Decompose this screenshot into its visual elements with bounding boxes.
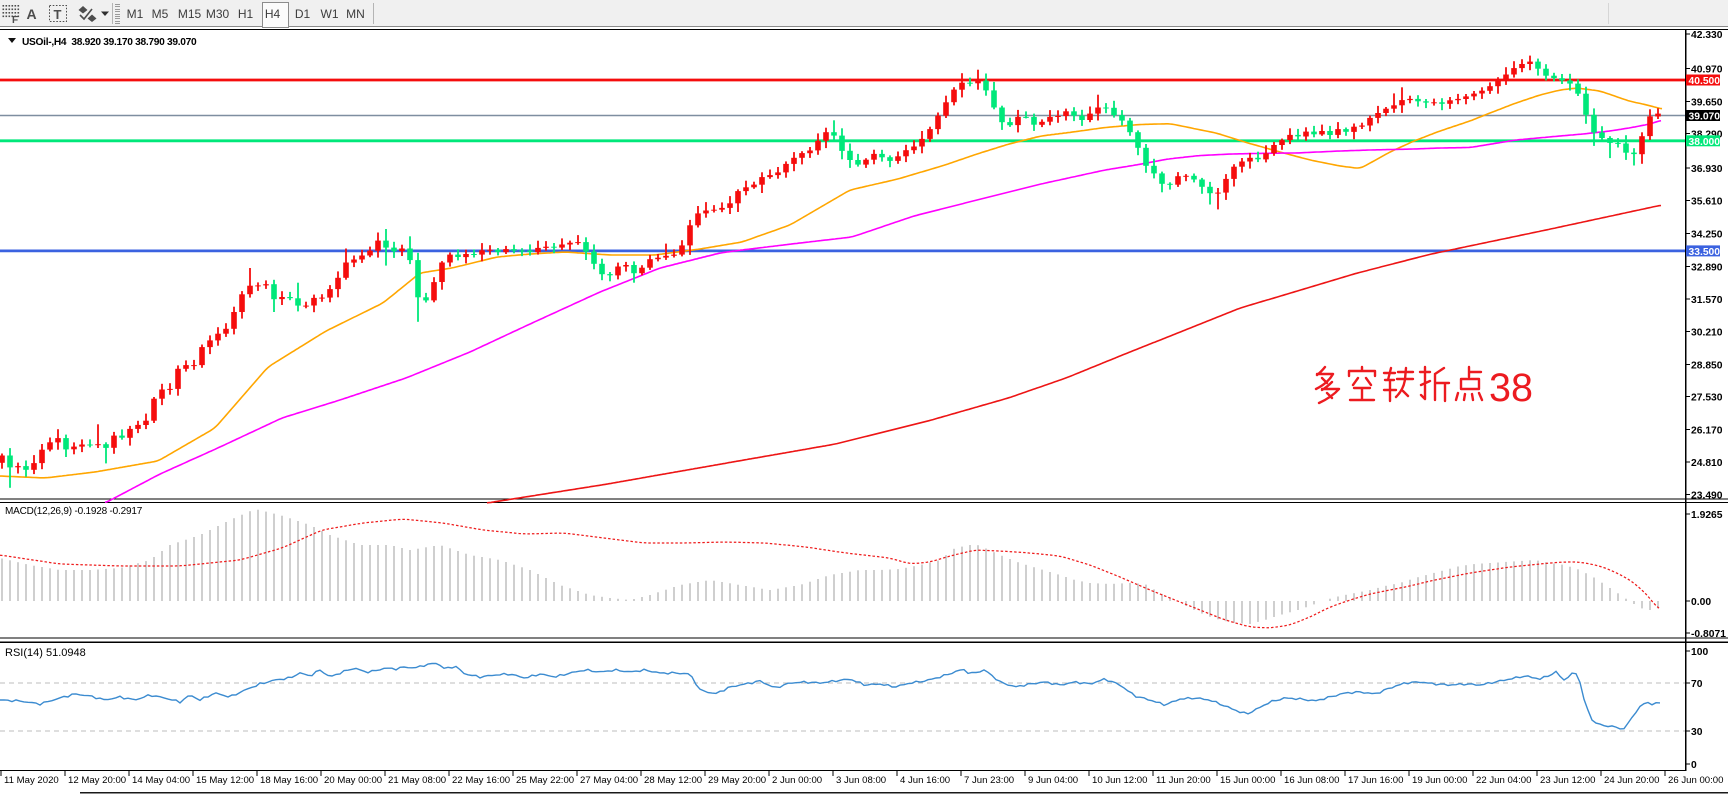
svg-text:70: 70	[1691, 679, 1703, 690]
svg-text:17 Jun 16:00: 17 Jun 16:00	[1348, 775, 1403, 786]
svg-text:33.500: 33.500	[1689, 247, 1721, 258]
svg-text:23.490: 23.490	[1691, 491, 1723, 502]
svg-text:21 May 08:00: 21 May 08:00	[388, 775, 446, 786]
svg-text:22 Jun 04:00: 22 Jun 04:00	[1476, 775, 1531, 786]
svg-text:RSI(14) 51.0948: RSI(14) 51.0948	[5, 647, 86, 659]
svg-text:40.500: 40.500	[1689, 76, 1721, 87]
svg-text:26 Jun 00:00: 26 Jun 00:00	[1668, 775, 1723, 786]
svg-text:1.9265: 1.9265	[1691, 510, 1723, 521]
svg-text:39.650: 39.650	[1691, 98, 1723, 109]
svg-text:T: T	[54, 7, 62, 22]
svg-text:16 Jun 08:00: 16 Jun 08:00	[1284, 775, 1339, 786]
svg-text:F: F	[12, 15, 18, 26]
svg-text:35.610: 35.610	[1691, 197, 1723, 208]
svg-text:USOil-,H4 38.920 39.170 38.79: USOil-,H4 38.920 39.170 38.790 39.070	[22, 37, 197, 48]
svg-text:0: 0	[1691, 760, 1697, 771]
svg-text:39.070: 39.070	[1689, 112, 1721, 123]
svg-text:3 Jun 08:00: 3 Jun 08:00	[836, 775, 886, 786]
svg-text:MACD(12,26,9) -0.1928 -0.2917: MACD(12,26,9) -0.1928 -0.2917	[5, 506, 143, 517]
svg-text:38: 38	[1489, 366, 1533, 410]
svg-text:12 May 20:00: 12 May 20:00	[68, 775, 126, 786]
svg-text:10 Jun 12:00: 10 Jun 12:00	[1092, 775, 1147, 786]
svg-text:25 May 22:00: 25 May 22:00	[516, 775, 574, 786]
svg-text:14 May 04:00: 14 May 04:00	[132, 775, 190, 786]
svg-text:40.970: 40.970	[1691, 65, 1723, 76]
svg-text:19 Jun 00:00: 19 Jun 00:00	[1412, 775, 1467, 786]
svg-text:24.810: 24.810	[1691, 458, 1723, 469]
svg-text:32.890: 32.890	[1691, 263, 1723, 274]
svg-text:38.290: 38.290	[1691, 130, 1723, 141]
svg-text:28.850: 28.850	[1691, 361, 1723, 372]
svg-text:30.210: 30.210	[1691, 328, 1723, 339]
svg-text:11 May 2020: 11 May 2020	[4, 775, 59, 786]
svg-text:28 May 12:00: 28 May 12:00	[644, 775, 702, 786]
svg-text:30: 30	[1691, 727, 1703, 738]
svg-text:4 Jun 16:00: 4 Jun 16:00	[900, 775, 950, 786]
svg-text:31.570: 31.570	[1691, 295, 1723, 306]
svg-text:42.330: 42.330	[1691, 30, 1723, 41]
svg-text:24 Jun 20:00: 24 Jun 20:00	[1604, 775, 1659, 786]
svg-text:20 May 00:00: 20 May 00:00	[324, 775, 382, 786]
svg-text:23 Jun 12:00: 23 Jun 12:00	[1540, 775, 1595, 786]
svg-text:0.00: 0.00	[1691, 597, 1711, 608]
svg-text:11 Jun 20:00: 11 Jun 20:00	[1156, 775, 1211, 786]
svg-text:38.000: 38.000	[1689, 137, 1721, 148]
svg-text:100: 100	[1691, 647, 1708, 658]
svg-text:A: A	[27, 6, 37, 22]
svg-text:29 May 20:00: 29 May 20:00	[708, 775, 766, 786]
svg-text:27 May 04:00: 27 May 04:00	[580, 775, 638, 786]
svg-text:9 Jun 04:00: 9 Jun 04:00	[1028, 775, 1078, 786]
svg-text:36.930: 36.930	[1691, 164, 1723, 175]
svg-text:2 Jun 00:00: 2 Jun 00:00	[772, 775, 822, 786]
svg-text:26.170: 26.170	[1691, 426, 1723, 437]
svg-text:15 May 12:00: 15 May 12:00	[196, 775, 254, 786]
svg-text:27.530: 27.530	[1691, 393, 1723, 404]
svg-text:22 May 16:00: 22 May 16:00	[452, 775, 510, 786]
svg-text:-0.8071: -0.8071	[1691, 629, 1726, 640]
svg-text:15 Jun 00:00: 15 Jun 00:00	[1220, 775, 1275, 786]
svg-text:18 May 16:00: 18 May 16:00	[260, 775, 318, 786]
svg-text:7 Jun 23:00: 7 Jun 23:00	[964, 775, 1014, 786]
svg-text:34.250: 34.250	[1691, 230, 1723, 241]
